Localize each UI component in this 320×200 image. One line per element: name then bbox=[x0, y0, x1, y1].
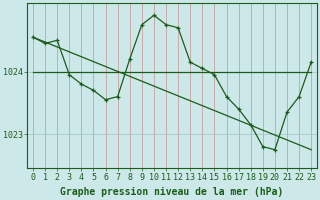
X-axis label: Graphe pression niveau de la mer (hPa): Graphe pression niveau de la mer (hPa) bbox=[60, 187, 284, 197]
